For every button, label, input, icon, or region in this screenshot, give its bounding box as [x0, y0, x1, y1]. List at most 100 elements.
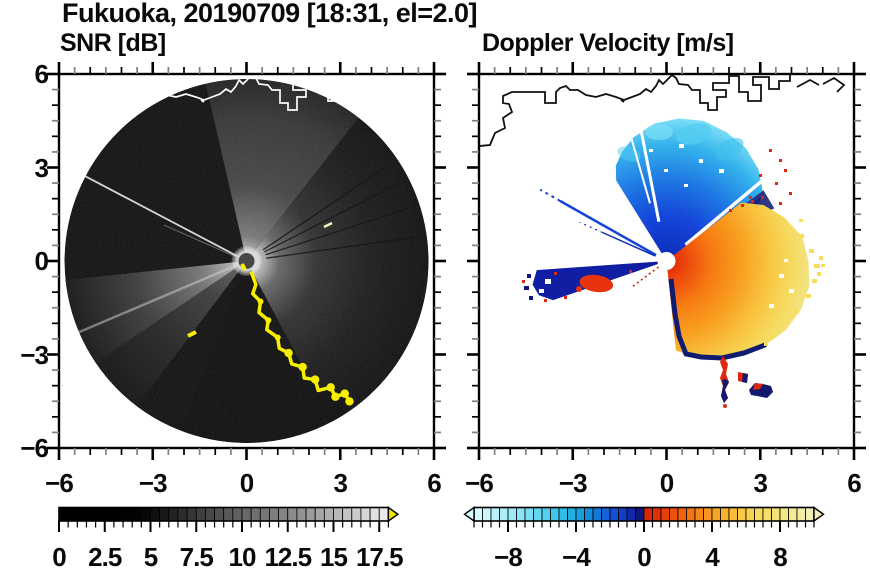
hard-target-blob [257, 298, 264, 305]
colorbar-cell [694, 507, 704, 522]
colorbar-cell [95, 507, 106, 522]
colorbar-cell [186, 507, 197, 522]
colorbar-cell [278, 507, 289, 522]
colorbar-cell [626, 507, 636, 522]
colorbar-cell [711, 507, 721, 522]
colorbar-underflow-arrow [463, 506, 475, 523]
colorbar-cell [541, 507, 551, 522]
hard-target-line [249, 271, 354, 406]
colorbar-cell [342, 507, 353, 522]
colorbar-cell [214, 507, 225, 522]
velocity-thin-ray-wnw-2-tail [579, 221, 603, 234]
hard-target-blob [310, 375, 320, 384]
colorbar-cell [482, 507, 492, 522]
colorbar-cell [728, 507, 738, 522]
colorbar-cell [762, 507, 772, 522]
colorbar-overflow-arrow [813, 506, 825, 523]
velocity-positive-patch-in-west-wedge [579, 274, 614, 293]
colorbar-cell [805, 507, 815, 522]
velocity-thin-red-ray-sw [630, 266, 659, 289]
colorbar-cell [259, 507, 270, 522]
colorbar-cell [104, 507, 115, 522]
colorbar-cell [150, 507, 161, 522]
colorbar-cell [314, 507, 325, 522]
colorbar-cell [113, 507, 124, 522]
colorbar-cell [677, 507, 687, 522]
colorbar-cell [516, 507, 526, 522]
colorbar-cell [788, 507, 798, 522]
colorbar-cell [652, 507, 662, 522]
radar-center-blank [657, 252, 676, 270]
hard-target-blob [326, 383, 335, 392]
colorbar-cell [195, 507, 206, 522]
colorbar-cell [351, 507, 362, 522]
colorbar-cell [369, 507, 380, 522]
axes-frames-and-ticks [47, 62, 866, 460]
colorbar-cell [592, 507, 602, 522]
colorbar-cell [360, 507, 371, 522]
colorbar-cell [524, 507, 534, 522]
colorbar-cell [76, 507, 87, 522]
colorbar-cell [669, 507, 679, 522]
colorbar-cell [618, 507, 628, 522]
hard-target-blob [345, 397, 354, 406]
colorbar-cell [159, 507, 170, 522]
colorbar-cell [333, 507, 344, 522]
velocity-south-spots [720, 356, 773, 408]
colorbar-cell [305, 507, 316, 522]
colorbar-cell [533, 507, 543, 522]
colorbar-cell [122, 507, 133, 522]
colorbar-cell [296, 507, 307, 522]
colorbar-cell [558, 507, 568, 522]
colorbar-cell [771, 507, 781, 522]
velocity-navy-rim-sw [668, 278, 767, 361]
colorbar-cell [378, 507, 389, 522]
colorbar-cell [232, 507, 243, 522]
colorbar-cell [269, 507, 280, 522]
colorbar-cell [754, 507, 764, 522]
hard-target-blob [298, 362, 307, 372]
hard-target-blob [331, 392, 340, 401]
colorbar-cell [140, 507, 151, 522]
colorbar-cell [660, 507, 670, 522]
colorbar-cell [58, 507, 69, 522]
radar-center-dot [238, 253, 255, 269]
velocity-panel-title: Doppler Velocity [m/s] [482, 29, 734, 57]
colorbar-cell [223, 507, 234, 522]
colorbar-cell [250, 507, 261, 522]
snr-panel-title: SNR [dB] [60, 29, 166, 57]
colorbar-cell [720, 507, 730, 522]
hard-target-blob [340, 389, 349, 398]
colorbar-cell [473, 507, 483, 522]
velocity-thin-ray-wnw-2 [602, 231, 656, 257]
hard-target-blob [265, 317, 272, 324]
colorbar-cell [779, 507, 789, 522]
velocity-colorbar [463, 506, 825, 532]
colorbar-cell [567, 507, 577, 522]
colorbar-cell [601, 507, 611, 522]
hard-target-extra-marks [187, 221, 333, 338]
colorbar-cell [204, 507, 215, 522]
snr-colorbar [58, 506, 400, 532]
colorbar-cell [575, 507, 585, 522]
colorbar-cell [131, 507, 142, 522]
colorbar-cell [241, 507, 252, 522]
colorbar-cell [177, 507, 188, 522]
colorbar-cell [168, 507, 179, 522]
colorbar-cell [686, 507, 696, 522]
velocity-ppi-scene [480, 75, 845, 408]
colorbar-cell [796, 507, 806, 522]
velocity-yellow-specks-east [764, 219, 825, 346]
colorbar-cell [490, 507, 500, 522]
colorbar-overflow-arrow [387, 506, 400, 523]
colorbar-cell [550, 507, 560, 522]
colorbar-cell [609, 507, 619, 522]
colorbar-cell [86, 507, 96, 522]
velocity-thin-ray-wnw-1-tail [539, 188, 561, 202]
snr-ppi-scene [64, 79, 429, 443]
colorbar-cell [499, 507, 509, 522]
colorbar-cell [507, 507, 517, 522]
velocity-west-wedge-fringe [522, 270, 632, 302]
